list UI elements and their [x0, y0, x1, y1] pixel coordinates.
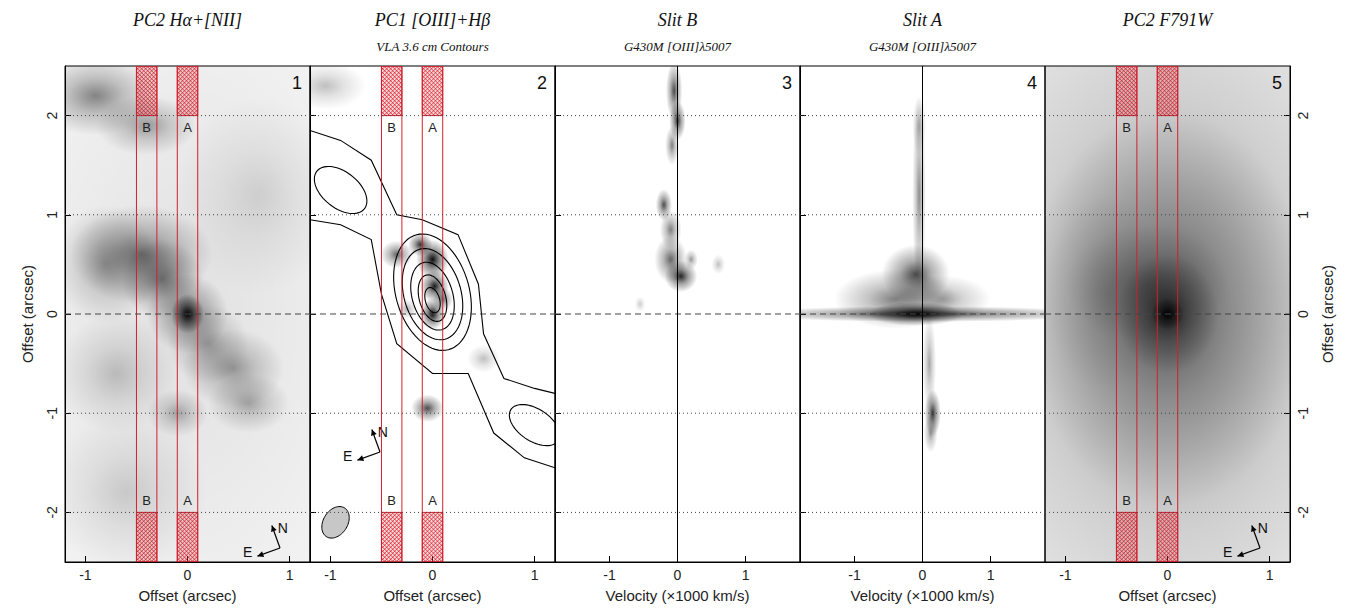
svg-text:B: B	[387, 120, 396, 135]
svg-text:1: 1	[1295, 211, 1311, 219]
svg-text:Slit B: Slit B	[658, 10, 698, 30]
svg-text:A: A	[183, 493, 192, 508]
svg-text:PC1 [OIII]+Hβ: PC1 [OIII]+Hβ	[374, 10, 491, 30]
svg-text:Offset (arcsec): Offset (arcsec)	[383, 587, 481, 604]
svg-text:A: A	[428, 120, 437, 135]
svg-text:-1: -1	[44, 407, 60, 420]
svg-text:-1: -1	[324, 567, 337, 583]
svg-text:E: E	[343, 448, 352, 464]
svg-text:1: 1	[44, 211, 60, 219]
svg-text:2: 2	[44, 111, 60, 119]
svg-text:A: A	[183, 120, 192, 135]
svg-text:0: 0	[429, 567, 437, 583]
svg-text:0: 0	[1295, 310, 1311, 318]
svg-text:B: B	[1122, 493, 1131, 508]
svg-text:VLA 3.6 cm Contours: VLA 3.6 cm Contours	[376, 39, 488, 54]
svg-text:0: 0	[674, 567, 682, 583]
svg-text:B: B	[142, 120, 151, 135]
svg-text:Offset (arcsec): Offset (arcsec)	[19, 265, 36, 363]
svg-text:1: 1	[987, 567, 995, 583]
svg-text:B: B	[142, 493, 151, 508]
svg-text:A: A	[1163, 493, 1172, 508]
svg-text:1: 1	[742, 567, 750, 583]
svg-text:Offset (arcsec): Offset (arcsec)	[1118, 587, 1216, 604]
svg-text:2: 2	[537, 73, 547, 93]
svg-text:A: A	[428, 493, 437, 508]
svg-text:4: 4	[1027, 73, 1037, 93]
svg-text:0: 0	[919, 567, 927, 583]
svg-text:A: A	[1163, 120, 1172, 135]
svg-text:3: 3	[782, 73, 792, 93]
svg-text:-2: -2	[44, 506, 60, 519]
svg-text:B: B	[387, 493, 396, 508]
svg-text:B: B	[1122, 120, 1131, 135]
svg-text:Offset (arcsec): Offset (arcsec)	[1319, 265, 1336, 363]
svg-text:0: 0	[184, 567, 192, 583]
svg-text:1: 1	[531, 567, 539, 583]
svg-text:-1: -1	[848, 567, 861, 583]
svg-text:N: N	[378, 424, 388, 440]
svg-text:1: 1	[286, 567, 294, 583]
svg-text:PC2 F791W: PC2 F791W	[1122, 10, 1214, 30]
svg-text:G430M [OIII]λ5007: G430M [OIII]λ5007	[624, 39, 732, 54]
svg-text:PC2 Hα+[NII]: PC2 Hα+[NII]	[132, 10, 242, 30]
svg-text:-2: -2	[1295, 506, 1311, 519]
svg-text:0: 0	[44, 310, 60, 318]
svg-text:-1: -1	[603, 567, 616, 583]
svg-text:-1: -1	[1059, 567, 1072, 583]
svg-text:Slit A: Slit A	[903, 10, 943, 30]
svg-text:0: 0	[1164, 567, 1172, 583]
svg-text:-1: -1	[1295, 407, 1311, 420]
svg-text:Velocity (×1000 km/s): Velocity (×1000 km/s)	[606, 587, 750, 604]
svg-text:2: 2	[1295, 111, 1311, 119]
svg-text:1: 1	[1266, 567, 1274, 583]
svg-text:-1: -1	[79, 567, 92, 583]
svg-text:Offset (arcsec): Offset (arcsec)	[138, 587, 236, 604]
svg-text:Velocity (×1000 km/s): Velocity (×1000 km/s)	[851, 587, 995, 604]
svg-text:G430M [OIII]λ5007: G430M [OIII]λ5007	[869, 39, 977, 54]
